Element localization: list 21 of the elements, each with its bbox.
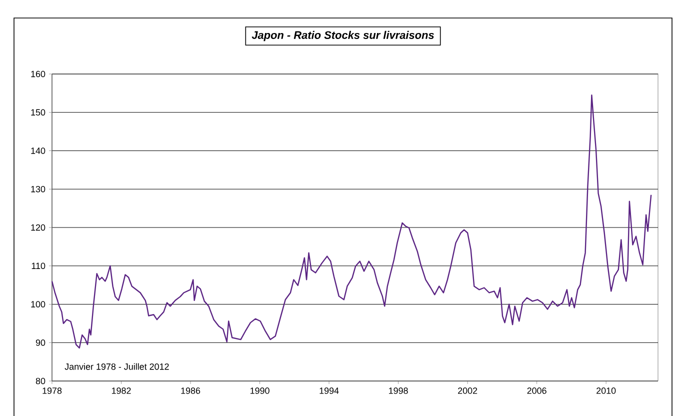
x-tick-label: 1986 xyxy=(181,388,200,394)
x-tick-label: 2006 xyxy=(527,388,546,394)
x-tick-label: 1978 xyxy=(42,388,62,394)
x-tick-label: 2002 xyxy=(458,388,478,394)
x-tick-label: 1982 xyxy=(112,388,131,394)
x-tick-label: 1990 xyxy=(250,388,270,394)
x-tick-label: 1998 xyxy=(389,388,408,394)
line-series xyxy=(51,94,652,349)
x-tick-label: 2010 xyxy=(596,388,616,394)
y-tick-label: 80 xyxy=(36,378,46,384)
y-tick-label: 150 xyxy=(31,109,46,116)
y-tick-label: 130 xyxy=(31,186,46,192)
y-tick-label: 110 xyxy=(32,262,46,270)
y-tick-label: 160 xyxy=(31,70,46,78)
annotation: Janvier 1978 - Juillet 2012 xyxy=(64,363,169,370)
y-tick-label: 140 xyxy=(31,148,46,154)
x-tick-label: 1994 xyxy=(320,388,339,394)
chart-title: Japon - Ratio Stocks sur livraisons xyxy=(252,30,434,42)
y-tick-label: 90 xyxy=(36,339,46,346)
y-tick-label: 100 xyxy=(31,301,46,308)
y-tick-label: 120 xyxy=(31,224,46,231)
